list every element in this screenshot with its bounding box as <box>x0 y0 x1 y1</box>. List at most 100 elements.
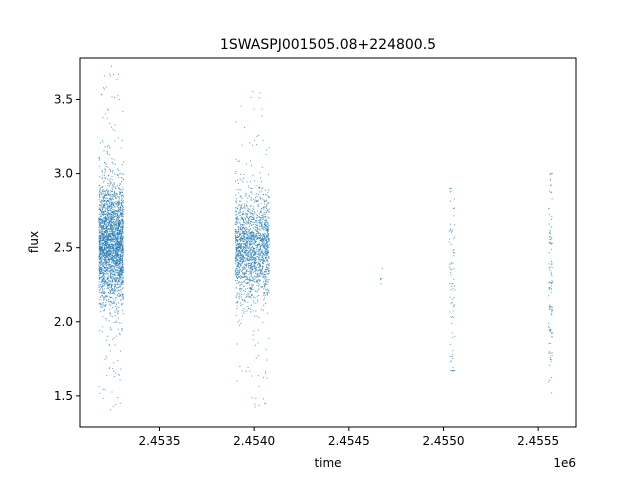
data-point <box>239 284 241 286</box>
data-point <box>122 279 124 281</box>
data-point <box>256 193 258 195</box>
data-point <box>100 288 101 290</box>
data-point <box>101 247 103 249</box>
data-point <box>255 224 257 226</box>
data-point <box>452 288 454 290</box>
data-point <box>102 227 104 229</box>
data-point <box>252 213 254 215</box>
data-point <box>122 209 124 211</box>
data-point <box>101 257 103 259</box>
data-point <box>253 281 255 283</box>
data-point <box>244 232 246 234</box>
data-point <box>251 252 253 254</box>
data-point <box>261 252 263 254</box>
data-point <box>106 374 108 376</box>
data-point <box>119 253 121 255</box>
data-point <box>117 267 119 269</box>
data-point <box>112 198 114 200</box>
data-point <box>110 213 112 215</box>
data-point <box>104 252 106 254</box>
data-point <box>245 244 247 246</box>
data-point <box>548 207 550 209</box>
data-point <box>550 248 552 250</box>
data-point <box>117 242 119 244</box>
data-point <box>240 258 242 260</box>
data-point <box>120 221 122 223</box>
data-point <box>266 230 268 231</box>
data-point <box>112 201 114 203</box>
data-point <box>111 240 113 242</box>
data-point <box>112 226 114 228</box>
data-point <box>107 267 109 269</box>
data-point <box>102 207 104 209</box>
data-point <box>122 260 124 262</box>
data-point <box>265 236 267 238</box>
data-point <box>113 300 115 302</box>
data-point <box>250 252 252 254</box>
data-point <box>245 252 247 254</box>
data-point <box>247 270 249 272</box>
data-point <box>239 287 241 289</box>
data-point <box>548 342 550 344</box>
data-point <box>112 238 114 240</box>
data-point <box>259 219 261 221</box>
data-point <box>119 294 121 296</box>
data-point <box>108 261 110 263</box>
data-point <box>117 246 119 248</box>
data-point <box>105 256 107 258</box>
data-point <box>239 255 241 257</box>
data-point <box>102 141 104 143</box>
data-point <box>239 228 241 230</box>
data-point <box>103 217 105 219</box>
data-point <box>102 251 104 253</box>
data-point <box>242 213 244 215</box>
data-point <box>119 222 121 224</box>
data-point <box>249 287 251 289</box>
data-point <box>236 189 238 191</box>
data-point <box>239 233 241 235</box>
data-point <box>101 220 103 222</box>
data-point <box>98 245 100 247</box>
data-point <box>260 211 262 213</box>
data-point <box>103 150 105 152</box>
data-point <box>115 198 117 200</box>
data-point <box>244 251 246 253</box>
data-point <box>242 260 244 262</box>
data-point <box>266 291 268 293</box>
data-point <box>253 248 255 250</box>
data-point <box>254 265 256 267</box>
data-point <box>268 240 270 242</box>
data-point <box>240 210 242 212</box>
data-point <box>116 245 118 247</box>
data-point <box>236 210 238 212</box>
data-point <box>112 264 114 266</box>
data-point <box>108 255 110 257</box>
data-point <box>106 274 108 276</box>
data-point <box>108 154 110 156</box>
data-point <box>120 242 122 244</box>
data-point <box>248 257 250 259</box>
data-point <box>99 244 101 246</box>
data-point <box>103 237 105 239</box>
data-point <box>110 271 112 273</box>
data-point <box>252 214 254 216</box>
data-point <box>237 263 239 265</box>
data-point <box>111 316 113 318</box>
data-point <box>111 274 113 276</box>
data-point <box>241 257 243 259</box>
data-point <box>106 206 108 208</box>
data-point <box>98 265 100 267</box>
data-point <box>247 251 249 253</box>
data-point <box>255 244 257 246</box>
data-point <box>98 229 100 231</box>
data-point <box>264 253 266 255</box>
data-point <box>238 255 240 257</box>
data-point <box>117 262 119 264</box>
data-point <box>100 231 102 233</box>
data-point <box>262 254 264 256</box>
data-point <box>114 315 116 317</box>
data-point <box>122 161 124 163</box>
data-point <box>265 275 267 277</box>
data-point <box>107 283 109 285</box>
data-point <box>451 354 453 356</box>
